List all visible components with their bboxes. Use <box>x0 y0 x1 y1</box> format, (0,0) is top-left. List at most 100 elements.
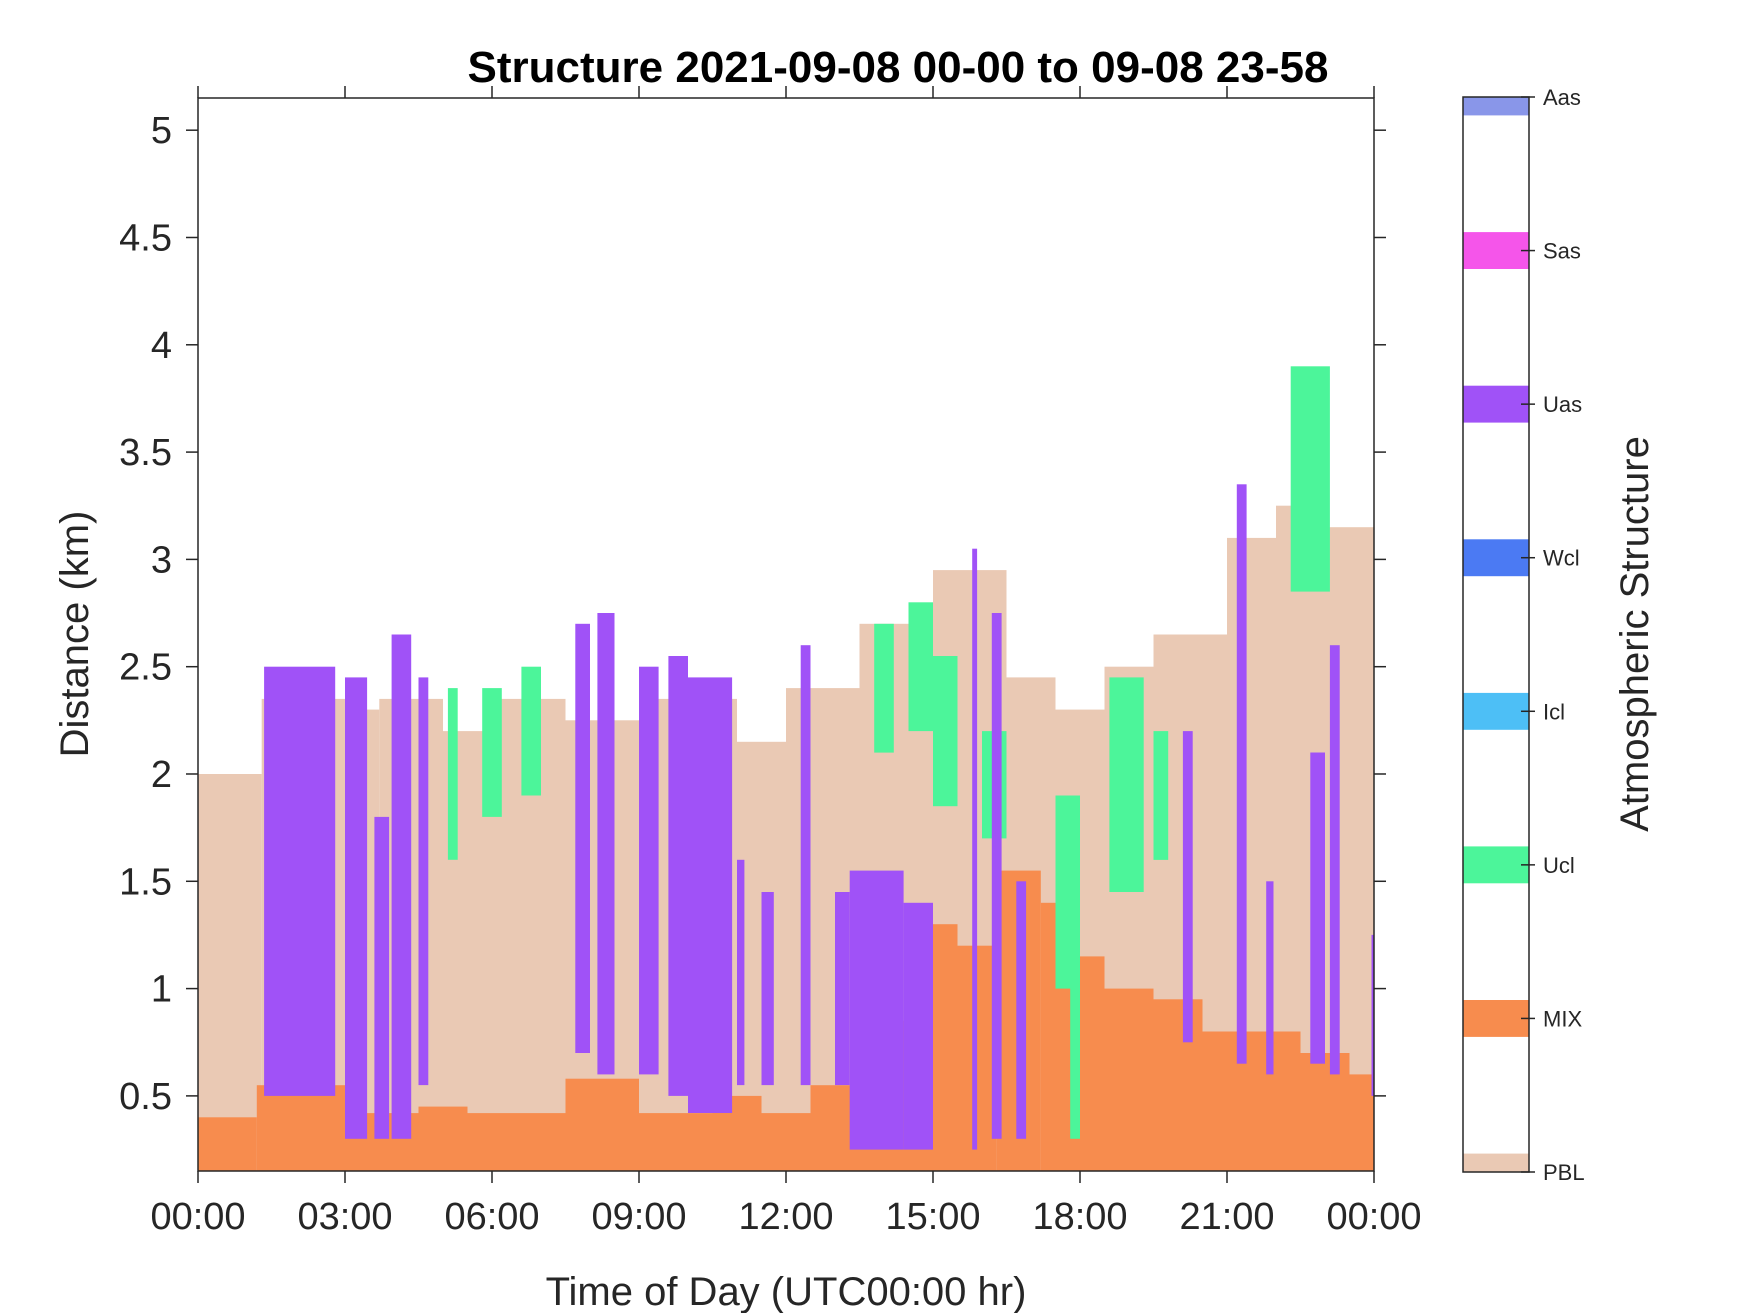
x-tick-label-5: 15:00 <box>885 1196 980 1238</box>
ucl-region-12 <box>1290 366 1330 592</box>
mix-region-0 <box>198 1117 257 1171</box>
y-tick-label-6: 3.5 <box>119 432 172 474</box>
colorbar-band-sas <box>1463 232 1529 269</box>
uas-region-11 <box>761 892 774 1086</box>
x-tick-label-7: 21:00 <box>1179 1196 1274 1238</box>
ucl-region-9 <box>1070 967 1080 1139</box>
plot-area <box>197 97 1375 1172</box>
colorbar-label: Atmospheric Structure <box>1613 436 1657 832</box>
colorbar-label-ucl: Ucl <box>1543 853 1575 878</box>
x-axis-label: Time of Day (UTC00:00 hr) <box>546 1270 1027 1313</box>
chart-title: Structure 2021-09-08 00-00 to 09-08 23-5… <box>468 43 1329 92</box>
y-tick-label-0: 0.5 <box>119 1076 172 1118</box>
y-axis-label: Distance (km) <box>53 511 97 758</box>
uas-region-0 <box>264 666 336 1096</box>
colorbar-label-mix: MIX <box>1543 1006 1582 1031</box>
ucl-region-11 <box>1153 731 1169 860</box>
mix-region-11 <box>933 924 958 1171</box>
ucl-region-1 <box>447 688 458 860</box>
y-tick-label-3: 2 <box>151 754 172 796</box>
colorbar-background <box>1463 97 1529 1172</box>
mix-region-15 <box>1080 956 1105 1171</box>
x-tick-label-1: 03:00 <box>297 1196 392 1238</box>
uas-region-23 <box>1329 645 1340 1075</box>
colorbar-label-sas: Sas <box>1543 239 1581 264</box>
uas-region-22 <box>1310 752 1325 1064</box>
y-tick-label-2: 1.5 <box>119 861 172 903</box>
uas-region-24 <box>1371 934 1374 1096</box>
colorbar-label-aas: Aas <box>1543 85 1581 110</box>
uas-region-19 <box>1182 731 1193 1043</box>
uas-region-8 <box>668 656 688 1096</box>
colorbar-label-icl: Icl <box>1543 699 1565 724</box>
colorbar-band-uas <box>1463 385 1529 423</box>
mix-region-19 <box>1251 1031 1301 1171</box>
y-tick-label-9: 5 <box>151 110 172 152</box>
pbl-region-0 <box>198 774 262 1171</box>
x-tick-label-4: 12:00 <box>738 1196 833 1238</box>
uas-region-5 <box>575 623 590 1053</box>
uas-region-20 <box>1236 484 1247 1064</box>
uas-region-6 <box>597 613 615 1075</box>
colorbar-band-ucl <box>1463 846 1529 884</box>
uas-region-3 <box>391 634 412 1139</box>
uas-region-10 <box>737 859 745 1086</box>
uas-region-9 <box>688 677 733 1113</box>
structure-regions <box>198 366 1374 1171</box>
colorbar-ticks: PBL MIX Ucl Icl Wcl Uas Sas Aas <box>1521 85 1585 1185</box>
colorbar-band-wcl <box>1463 539 1529 577</box>
colorbar-band-icl <box>1463 692 1529 730</box>
uas-region-13 <box>835 892 850 1086</box>
uas-region-16 <box>972 548 978 1150</box>
uas-region-14 <box>849 870 904 1150</box>
colorbar-label-wcl: Wcl <box>1543 546 1580 571</box>
mix-region-8 <box>761 1113 811 1171</box>
mix-region-21 <box>1349 1074 1374 1171</box>
colorbar-label-pbl: PBL <box>1543 1160 1585 1185</box>
x-axis: 00:00 03:00 06:00 09:00 12:00 15:00 18:00 21:00… <box>150 86 1422 1238</box>
x-tick-label-8: 00:00 <box>1326 1196 1421 1238</box>
mix-region-4 <box>467 1113 566 1171</box>
mix-region-1 <box>256 1085 345 1171</box>
y-tick-label-1: 1 <box>151 969 172 1011</box>
x-tick-label-3: 09:00 <box>591 1196 686 1238</box>
ucl-region-10 <box>1109 677 1144 892</box>
x-tick-label-0: 00:00 <box>150 1196 245 1238</box>
mix-region-6 <box>639 1113 713 1171</box>
colorbar-bands <box>1463 97 1529 1172</box>
uas-region-7 <box>639 666 659 1075</box>
colorbar-band-pbl <box>1463 1153 1529 1172</box>
ucl-region-2 <box>482 688 502 817</box>
y-tick-label-8: 4.5 <box>119 217 172 259</box>
y-tick-label-7: 4 <box>151 325 172 367</box>
ucl-region-5 <box>908 602 933 732</box>
uas-region-18 <box>1016 881 1027 1139</box>
ucl-region-6 <box>933 656 958 807</box>
uas-region-15 <box>903 902 933 1150</box>
x-tick-label-6: 18:00 <box>1032 1196 1127 1238</box>
colorbar: PBL MIX Ucl Icl Wcl Uas Sas Aas Atmospheric Str… <box>1462 85 1657 1185</box>
uas-region-4 <box>418 677 429 1086</box>
colorbar-label-uas: Uas <box>1543 392 1582 417</box>
colorbar-frame <box>1462 96 1530 1173</box>
colorbar-band-aas <box>1463 97 1529 116</box>
uas-region-1 <box>345 677 368 1139</box>
mix-region-16 <box>1104 988 1154 1171</box>
mix-region-17 <box>1153 999 1203 1171</box>
ucl-region-3 <box>521 666 541 796</box>
x-tick-label-2: 06:00 <box>444 1196 539 1238</box>
uas-region-12 <box>800 645 811 1086</box>
y-tick-label-4: 2.5 <box>119 647 172 689</box>
ucl-region-8 <box>1055 795 1080 989</box>
uas-region-21 <box>1266 881 1274 1075</box>
mix-region-3 <box>418 1106 468 1171</box>
colorbar-band-mix <box>1463 1000 1529 1037</box>
y-axis: 0.5 1 1.5 2 2.5 3 3.5 4 4.5 5 <box>119 110 1386 1118</box>
y-tick-label-5: 3 <box>151 539 172 581</box>
ucl-region-4 <box>874 623 894 753</box>
uas-region-17 <box>991 613 1002 1139</box>
uas-region-2 <box>374 816 390 1139</box>
mix-region-20 <box>1300 1053 1350 1171</box>
mix-region-5 <box>565 1078 639 1171</box>
